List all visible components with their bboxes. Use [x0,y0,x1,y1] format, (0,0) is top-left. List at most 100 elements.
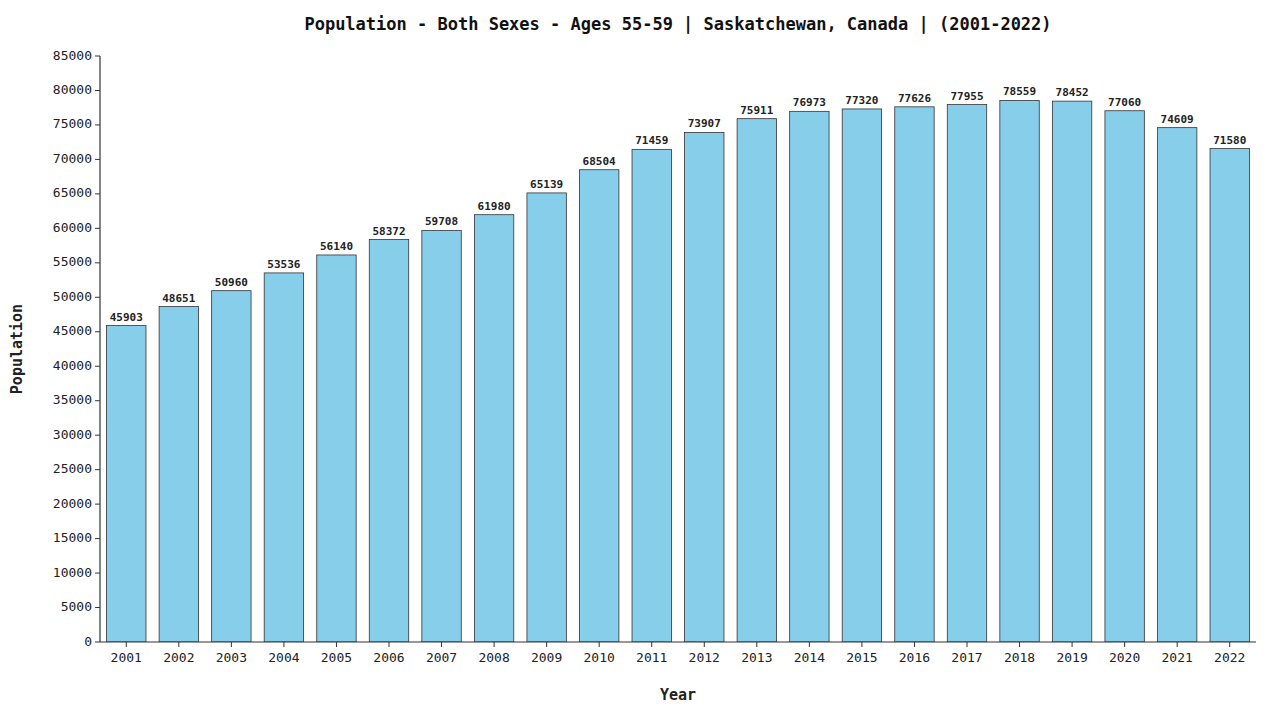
x-axis-label: Year [660,686,696,704]
bar [632,149,671,642]
bar [474,215,513,642]
bar [1000,100,1039,642]
data-label: 65139 [530,178,563,191]
y-tick [95,642,100,643]
chart-container: 4590348651509605353656140583725970861980… [0,0,1280,720]
x-tick-label: 2007 [426,650,457,665]
x-tick [126,642,127,647]
x-tick [809,642,810,647]
bar [264,273,303,642]
y-tick-label: 45000 [53,323,92,338]
chart-title: Population - Both Sexes - Ages 55-59 | S… [304,14,1051,34]
data-label: 78559 [1003,85,1036,98]
x-tick-label: 2006 [373,650,404,665]
x-tick-label: 2004 [268,650,299,665]
x-tick [1072,642,1073,647]
bar [895,107,934,642]
x-tick [1019,642,1020,647]
x-tick [231,642,232,647]
x-tick [651,642,652,647]
y-tick [95,573,100,574]
y-tick [95,469,100,470]
x-tick [283,642,284,647]
y-tick [95,607,100,608]
x-tick [389,642,390,647]
data-label: 71580 [1213,134,1246,147]
data-label: 68504 [583,155,616,168]
x-tick-label: 2014 [794,650,825,665]
data-label: 48651 [162,292,195,305]
y-tick-label: 0 [84,634,92,649]
x-tick-label: 2009 [531,650,562,665]
x-axis-line [100,641,1256,642]
x-tick [1124,642,1125,647]
bars [107,100,1250,642]
data-label: 45903 [110,311,143,324]
data-label: 73907 [688,117,721,130]
y-tick-label: 80000 [53,82,92,97]
chart-svg: 4590348651509605353656140583725970861980… [0,0,1280,720]
x-tick-label: 2011 [636,650,667,665]
y-tick [95,262,100,263]
y-tick [95,331,100,332]
y-tick-label: 50000 [53,289,92,304]
y-tick [95,124,100,125]
y-tick [95,90,100,91]
x-tick-label: 2017 [951,650,982,665]
data-labels: 4590348651509605353656140583725970861980… [110,85,1247,323]
bar [1105,111,1144,642]
bar [685,132,724,642]
x-tick-label: 2019 [1056,650,1087,665]
x-tick-label: 2001 [111,650,142,665]
data-label: 71459 [635,134,668,147]
bar [1210,149,1249,642]
bar [842,109,881,642]
data-label: 50960 [215,276,248,289]
x-tick [1229,642,1230,647]
y-tick [95,435,100,436]
x-tick-label: 2020 [1109,650,1140,665]
data-label: 77060 [1108,96,1141,109]
y-tick-label: 25000 [53,461,92,476]
x-tick [967,642,968,647]
y-tick-label: 40000 [53,358,92,373]
data-label: 53536 [267,258,300,271]
data-label: 78452 [1056,86,1089,99]
x-tick [494,642,495,647]
y-axis: 0500010000150002000025000300003500040000… [53,48,100,649]
data-label: 74609 [1161,113,1194,126]
x-tick-label: 2018 [1004,650,1035,665]
x-tick-label: 2003 [216,650,247,665]
x-tick [178,642,179,647]
bar [422,230,461,642]
y-tick [95,56,100,57]
x-tick-label: 2015 [846,650,877,665]
x-tick-label: 2005 [321,650,352,665]
y-tick-label: 10000 [53,565,92,580]
data-label: 59708 [425,215,458,228]
bar [317,255,356,642]
x-tick-label: 2016 [899,650,930,665]
bar [369,240,408,642]
y-tick [95,504,100,505]
y-tick [95,366,100,367]
bar [1157,128,1196,642]
x-tick-label: 2012 [689,650,720,665]
data-label: 58372 [372,225,405,238]
bar [527,193,566,642]
x-tick [546,642,547,647]
bar [947,105,986,642]
y-tick-label: 65000 [53,185,92,200]
bar [107,326,146,642]
y-tick [95,538,100,539]
bar [737,119,776,642]
x-tick-label: 2022 [1214,650,1245,665]
y-tick-label: 30000 [53,427,92,442]
data-label: 77955 [950,90,983,103]
x-tick [1177,642,1178,647]
x-tick [599,642,600,647]
y-tick-label: 20000 [53,496,92,511]
y-tick-label: 70000 [53,151,92,166]
x-axis: 2001200220032004200520062007200820092010… [100,642,1256,665]
y-tick-label: 75000 [53,116,92,131]
